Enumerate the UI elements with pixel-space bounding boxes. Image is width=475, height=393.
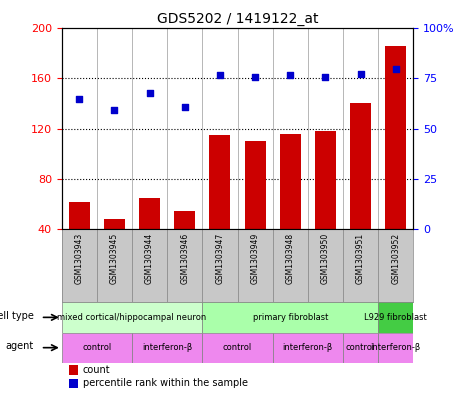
Text: control: control — [82, 343, 112, 352]
Text: interferon-β: interferon-β — [283, 343, 333, 352]
Bar — [202, 332, 273, 363]
Text: GSM1303948: GSM1303948 — [286, 233, 294, 284]
Bar — [315, 131, 336, 230]
Point — [146, 90, 153, 96]
Bar — [174, 211, 195, 230]
Point — [392, 66, 399, 72]
Bar — [69, 365, 77, 375]
Text: GSM1303950: GSM1303950 — [321, 233, 330, 285]
Text: GSM1303943: GSM1303943 — [75, 233, 84, 285]
Bar — [132, 332, 202, 363]
Text: primary fibroblast: primary fibroblast — [253, 313, 328, 322]
Text: control: control — [223, 343, 252, 352]
Point — [251, 73, 259, 80]
Bar — [209, 135, 230, 230]
Text: GSM1303952: GSM1303952 — [391, 233, 400, 284]
Point — [357, 71, 364, 77]
Bar — [202, 302, 378, 332]
Bar — [343, 332, 378, 363]
Text: mixed cortical/hippocampal neuron: mixed cortical/hippocampal neuron — [57, 313, 207, 322]
Text: GSM1303951: GSM1303951 — [356, 233, 365, 284]
Bar — [350, 103, 371, 230]
Text: interferon-β: interferon-β — [142, 343, 192, 352]
Text: percentile rank within the sample: percentile rank within the sample — [83, 378, 248, 388]
Bar — [139, 198, 160, 230]
Point — [286, 72, 294, 79]
Bar — [69, 378, 77, 388]
Bar — [62, 302, 202, 332]
Bar — [62, 332, 132, 363]
Bar — [245, 141, 266, 230]
Text: GSM1303946: GSM1303946 — [180, 233, 189, 285]
Bar — [273, 332, 343, 363]
Point — [322, 73, 329, 80]
Point — [111, 107, 118, 113]
Text: L929 fibroblast: L929 fibroblast — [364, 313, 427, 322]
Point — [181, 104, 189, 110]
Bar — [385, 46, 406, 230]
Bar — [280, 134, 301, 230]
Title: GDS5202 / 1419122_at: GDS5202 / 1419122_at — [157, 13, 318, 26]
Text: control: control — [346, 343, 375, 352]
Point — [76, 96, 83, 103]
Bar — [104, 219, 125, 230]
Text: GSM1303949: GSM1303949 — [251, 233, 259, 285]
Text: GSM1303945: GSM1303945 — [110, 233, 119, 285]
Text: interferon-β: interferon-β — [370, 343, 421, 352]
Text: GSM1303944: GSM1303944 — [145, 233, 154, 285]
Bar — [378, 332, 413, 363]
Bar — [69, 202, 90, 230]
Text: agent: agent — [5, 341, 34, 351]
Text: GSM1303947: GSM1303947 — [216, 233, 224, 285]
Point — [216, 72, 224, 79]
Text: count: count — [83, 365, 111, 375]
Bar — [378, 302, 413, 332]
Text: cell type: cell type — [0, 311, 34, 321]
